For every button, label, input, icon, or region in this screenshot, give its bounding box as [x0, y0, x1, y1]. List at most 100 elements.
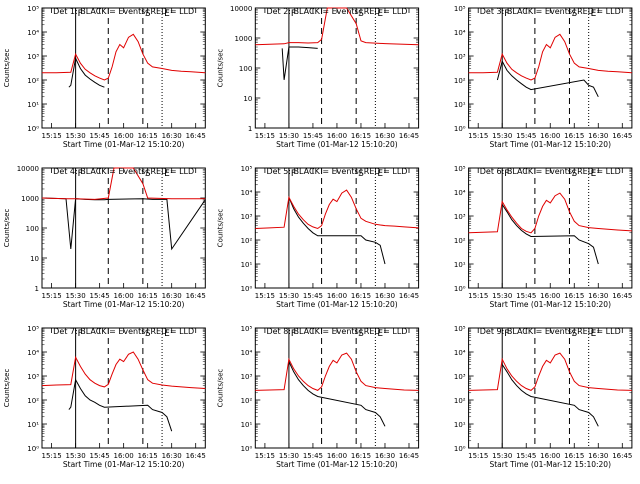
series-events [68, 56, 105, 88]
y-axis-label: Counts/sec [216, 209, 224, 248]
y-tick-label: 10² [241, 397, 253, 405]
y-tick-label: 10⁰ [454, 285, 466, 293]
marker-label: E [377, 169, 383, 179]
marker-label: S [145, 329, 151, 339]
x-tick-label: 15:30 [279, 452, 299, 460]
marker-label: S [571, 329, 577, 339]
x-tick-label: 16:00 [327, 452, 347, 460]
panel-det-7: 10⁰ 10¹ 10² 10³ 10⁴ 10⁵ 15:15 15:30 15:45 16:00 16… [3, 325, 206, 469]
y-tick-label: 10⁵ [27, 5, 39, 13]
x-tick-label: 15:45 [516, 452, 536, 460]
y-tick-label: 10⁴ [454, 189, 466, 197]
y-tick-label: 10³ [454, 373, 466, 381]
x-tick-label: 16:00 [114, 132, 134, 140]
y-tick-label: 10¹ [454, 421, 466, 429]
x-tick-label: 16:30 [375, 132, 395, 140]
y-tick-label: 10³ [241, 213, 253, 221]
series-lld [255, 352, 419, 391]
marker-label: F [78, 9, 83, 19]
marker-label: F [291, 9, 296, 19]
y-tick-label: 10 [30, 255, 39, 263]
y-tick-label: 10² [27, 77, 39, 85]
x-tick-label: 15:15 [42, 132, 62, 140]
x-tick-label: 15:45 [303, 292, 323, 300]
x-tick-label: 15:45 [90, 292, 110, 300]
x-tick-label: 16:45 [399, 132, 419, 140]
y-axis-label: Counts/sec [3, 209, 11, 248]
marker-label: E [377, 329, 383, 339]
y-tick-label: 10² [241, 237, 253, 245]
y-tick-label: 10000 [17, 165, 39, 173]
x-tick-label: 16:00 [114, 292, 134, 300]
y-axis-label: Counts/sec [216, 49, 224, 88]
marker-label: S [571, 169, 577, 179]
x-axis-label: Start Time (01-Mar-12 15:10:20) [276, 140, 398, 149]
x-axis-label: Start Time (01-Mar-12 15:10:20) [489, 140, 611, 149]
x-tick-label: 16:15 [564, 132, 584, 140]
x-axis-label: Start Time (01-Mar-12 15:10:20) [63, 300, 185, 309]
marker-label: S [358, 329, 364, 339]
x-tick-label: 16:45 [186, 292, 206, 300]
panel-title: Det 7: BLACK = Events, RED = LLD [53, 327, 194, 336]
x-tick-label: 15:15 [255, 292, 275, 300]
series-events [41, 197, 206, 251]
plot-frame [468, 7, 633, 129]
marker-label: F [291, 169, 296, 179]
panel-title: Det 5: BLACK = Events, RED = LLD [266, 167, 407, 176]
panel-det-5: 10⁰ 10¹ 10² 10³ 10⁴ 10⁵ 15:15 15:30 15:45 16:00 16… [216, 165, 420, 309]
x-tick-label: 16:30 [588, 452, 608, 460]
x-tick-label: 16:00 [327, 292, 347, 300]
series-lld [255, 189, 419, 230]
marker-label: E [591, 329, 597, 339]
y-tick-label: 10⁵ [241, 325, 253, 333]
y-tick-label: 10⁴ [27, 349, 39, 357]
y-tick-label: 10³ [27, 53, 39, 61]
y-tick-label: 10² [454, 77, 466, 85]
y-tick-label: 10¹ [27, 101, 39, 109]
x-tick-label: 16:15 [138, 292, 158, 300]
panel-det-2: 1 10 100 1000 10000 15:15 15:30 15:45 16:00 16:15… [216, 5, 420, 149]
series-events [496, 59, 599, 98]
x-tick-label: 16:15 [564, 452, 584, 460]
series-events [501, 364, 599, 427]
marker-label: E [164, 329, 170, 339]
marker-label: S [145, 169, 151, 179]
x-tick-label: 16:45 [399, 452, 419, 460]
x-axis-label: Start Time (01-Mar-12 15:10:20) [63, 140, 185, 149]
plot-frame [254, 7, 420, 129]
x-tick-label: 15:30 [66, 132, 86, 140]
marker-label: F [78, 169, 83, 179]
x-tick-label: 16:45 [612, 292, 632, 300]
y-axis-label: Counts/sec [3, 49, 11, 88]
marker-label: S [571, 9, 577, 19]
panel-title: Det 3: BLACK = Events, RED = LLD [480, 7, 621, 16]
series-events [501, 204, 599, 265]
x-axis-label: Start Time (01-Mar-12 15:10:20) [276, 300, 398, 309]
x-tick-label: 16:30 [162, 452, 182, 460]
y-tick-label: 10⁵ [241, 165, 253, 173]
y-tick-label: 10² [454, 237, 466, 245]
x-tick-label: 15:30 [492, 452, 512, 460]
y-tick-label: 1000 [234, 35, 252, 43]
series-lld [468, 33, 632, 81]
y-tick-label: 10⁰ [27, 445, 39, 453]
x-tick-label: 16:15 [351, 292, 371, 300]
marker-label: E [164, 169, 170, 179]
x-tick-label: 15:30 [66, 452, 86, 460]
x-tick-label: 15:45 [90, 132, 110, 140]
x-tick-label: 15:45 [516, 292, 536, 300]
x-tick-label: 15:30 [492, 292, 512, 300]
panel-title: Det 4: BLACK = Events, RED = LLD [53, 167, 194, 176]
x-tick-label: 16:15 [138, 132, 158, 140]
y-tick-label: 10³ [454, 53, 466, 61]
x-tick-label: 16:30 [162, 292, 182, 300]
series-events [281, 46, 318, 80]
series-lld [41, 351, 206, 389]
marker-label: E [591, 169, 597, 179]
y-tick-label: 1 [35, 285, 39, 293]
y-tick-label: 1000 [21, 195, 39, 203]
y-tick-label: 10⁴ [454, 349, 466, 357]
x-tick-label: 16:45 [612, 132, 632, 140]
y-tick-label: 10¹ [27, 421, 39, 429]
y-tick-label: 10³ [454, 213, 466, 221]
